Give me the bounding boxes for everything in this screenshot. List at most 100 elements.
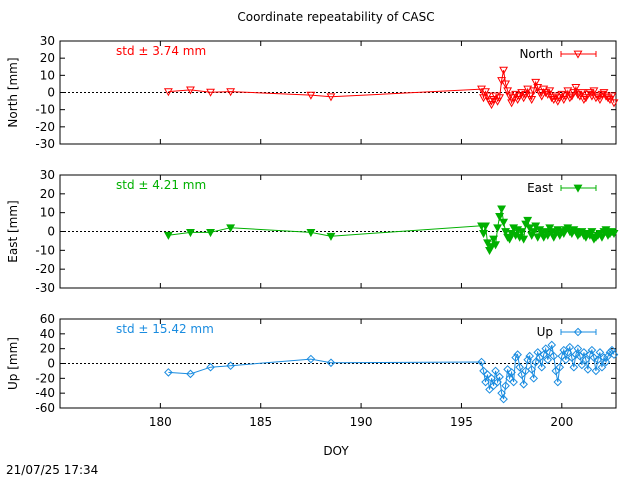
data-point-up [605,348,615,357]
data-point-north [609,99,619,108]
std-label-east: std ± 4.21 mm [116,178,206,192]
data-point-up [555,362,565,372]
y-tick-label-east: 30 [40,168,55,182]
y-tick-label-north: 30 [40,34,55,48]
data-point-north [531,78,541,87]
data-point-up [495,372,504,382]
y-tick-label-up: -40 [35,386,55,400]
data-point-up [589,353,599,362]
x-tick-label: 200 [550,415,573,429]
data-point-up [509,377,518,387]
y-tick-label-up: 40 [40,327,55,341]
data-point-north [306,91,316,100]
data-point-north [603,94,613,103]
data-point-up [543,355,553,365]
data-point-north [507,99,517,108]
data-point-east [497,205,507,214]
data-point-up [553,377,563,387]
data-point-east [499,218,509,227]
data-point-east [491,241,501,250]
y-tick-label-north: -20 [35,120,55,134]
data-point-up [537,362,547,372]
data-point-up [226,361,235,371]
data-point-east [326,232,336,241]
y-tick-label-up: -20 [35,371,55,385]
y-tick-label-east: 10 [40,206,55,220]
data-point-east [519,235,529,244]
data-point-up [527,365,537,374]
data-point-north [571,83,581,92]
data-point-east [523,216,533,225]
data-point-up [591,366,601,376]
data-point-north [206,88,215,97]
data-point-up [583,365,593,374]
data-point-up [529,374,539,383]
data-point-north [499,66,509,75]
data-point-up [493,377,502,387]
data-point-north [573,90,583,99]
data-point-north [563,87,573,96]
chart-title: Coordinate repeatability of CASC [237,10,434,24]
y-tick-label-east: -10 [35,243,55,257]
data-point-up [577,360,587,370]
x-tick-label: 190 [350,415,373,429]
y-tick-label-north: -30 [35,137,55,151]
x-tick-label: 185 [249,415,272,429]
data-point-up [563,348,573,357]
legend-marker-north [573,50,583,59]
data-point-east [541,228,551,237]
data-point-up [326,358,336,368]
data-point-up [601,357,611,367]
data-point-up [595,348,605,357]
data-point-up [597,362,607,372]
data-point-north [545,87,555,96]
data-point-up [481,377,490,387]
data-point-east [531,222,541,231]
x-tick-label: 180 [149,415,172,429]
legend-label-east: East [527,181,553,195]
data-point-north [565,94,575,103]
data-point-east [163,231,173,240]
y-tick-label-up: 20 [40,342,55,356]
data-point-north [226,88,236,97]
data-point-east [226,224,236,233]
data-point-north [523,85,533,94]
data-point-up [579,348,589,357]
data-point-up [513,350,522,359]
data-point-east [481,222,490,231]
panel-east: -30 -20 -10 0 10 20 30 East [mm] std ± 4.21 mm Ea… [6,168,619,295]
y-axis-label-east: East [mm] [6,200,20,262]
y-axis-label-north: North [mm] [6,57,20,127]
data-point-east [495,213,505,222]
data-point-up [573,344,583,353]
legend-label-north: North [519,47,553,61]
timestamp: 21/07/25 17:34 [6,463,98,477]
data-point-east [517,228,527,237]
data-point-north [326,93,336,102]
y-axis-label-up: Up [mm] [6,337,20,390]
x-tick-label: 195 [450,415,473,429]
data-point-north [477,85,486,94]
data-point-north [589,87,599,96]
data-point-north [579,95,589,104]
data-point-up [487,374,496,383]
data-point-up [306,354,316,364]
data-point-up [547,340,557,350]
data-point-north [503,87,513,96]
data-point-north [163,88,173,97]
y-tick-label-east: -20 [35,262,55,276]
data-point-east [493,224,503,233]
data-point-east [505,235,515,244]
data-point-up [519,379,528,389]
data-point-up [525,351,534,361]
data-point-east [529,228,539,237]
x-axis-label: DOY [323,444,349,458]
data-point-up [593,355,603,365]
data-point-up [609,350,619,359]
data-point-north [527,95,537,104]
data-point-up [503,365,512,374]
data-point-east [587,228,597,237]
data-point-north [595,95,605,104]
legend-marker-up [573,327,583,337]
